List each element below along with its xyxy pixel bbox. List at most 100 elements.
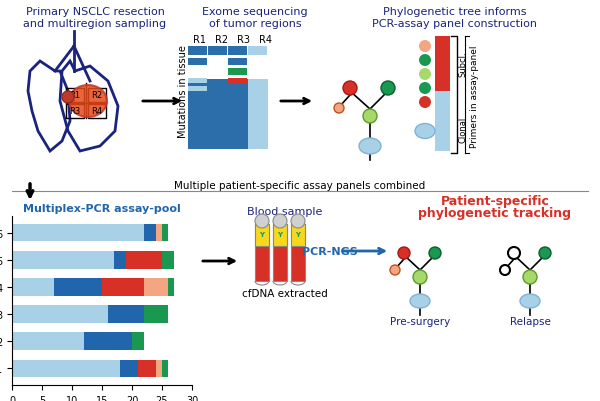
Text: Pre-surgery: Pre-surgery (390, 316, 450, 326)
Text: PCR-assay panel construction: PCR-assay panel construction (373, 19, 538, 29)
Ellipse shape (359, 139, 381, 155)
Circle shape (523, 270, 537, 284)
Bar (126, 251, 162, 269)
Circle shape (390, 265, 400, 275)
Circle shape (419, 97, 431, 109)
Bar (435, 92, 450, 152)
Bar (255, 225, 269, 281)
Bar (188, 87, 207, 92)
Bar (156, 224, 162, 242)
Text: Primers in assay-panel: Primers in assay-panel (470, 46, 479, 148)
Bar (188, 79, 207, 84)
Text: Blood sample: Blood sample (247, 207, 323, 217)
Text: Exome sequencing: Exome sequencing (202, 7, 308, 17)
Bar (435, 37, 450, 92)
Text: R3: R3 (238, 35, 251, 45)
Bar (144, 306, 168, 323)
Bar (156, 360, 162, 377)
Ellipse shape (410, 294, 430, 308)
Circle shape (363, 110, 377, 124)
Circle shape (334, 104, 344, 114)
Circle shape (398, 247, 410, 259)
Text: Y: Y (296, 231, 301, 237)
Text: Relapse: Relapse (509, 316, 550, 326)
Circle shape (343, 82, 357, 96)
Circle shape (429, 247, 441, 259)
Circle shape (273, 215, 287, 229)
Bar (273, 225, 287, 281)
Bar (228, 79, 247, 84)
Bar (248, 47, 267, 56)
Text: R4: R4 (260, 35, 272, 45)
Bar (138, 360, 156, 377)
Bar (12, 224, 144, 242)
Text: of tumor regions: of tumor regions (209, 19, 301, 29)
Bar (162, 251, 174, 269)
Text: cfDNA extracted: cfDNA extracted (242, 288, 328, 298)
Bar (144, 278, 168, 296)
Bar (228, 47, 247, 56)
Bar (162, 360, 168, 377)
Bar (12, 306, 108, 323)
Bar (188, 47, 207, 56)
Bar (188, 80, 248, 150)
Text: and multiregion sampling: and multiregion sampling (23, 19, 167, 29)
Text: PCR-NGS: PCR-NGS (302, 246, 358, 256)
Circle shape (291, 215, 305, 229)
Bar (228, 69, 247, 76)
Circle shape (419, 55, 431, 67)
Ellipse shape (69, 86, 107, 118)
Text: Patient-specific: Patient-specific (440, 195, 550, 208)
Text: R2: R2 (215, 35, 229, 45)
Ellipse shape (415, 124, 435, 139)
Title: Multiplex-PCR assay-pool: Multiplex-PCR assay-pool (23, 203, 181, 213)
Bar (228, 59, 247, 66)
Circle shape (539, 247, 551, 259)
Bar (12, 332, 84, 350)
Circle shape (419, 83, 431, 95)
Bar (12, 278, 54, 296)
Bar (84, 332, 132, 350)
Bar (120, 360, 138, 377)
Circle shape (381, 82, 395, 96)
Text: R2: R2 (91, 91, 103, 100)
Text: Subcl.: Subcl. (459, 51, 468, 77)
Text: Mutations in tissue: Mutations in tissue (178, 45, 188, 138)
Circle shape (413, 270, 427, 284)
Text: Clonal: Clonal (459, 117, 468, 143)
Bar (168, 278, 174, 296)
Text: Phylogenetic tree informs: Phylogenetic tree informs (383, 7, 527, 17)
Text: phylogenetic tracking: phylogenetic tracking (419, 207, 571, 220)
Text: R3: R3 (70, 107, 80, 116)
Text: R1: R1 (70, 91, 80, 100)
Circle shape (419, 41, 431, 53)
Circle shape (255, 215, 269, 229)
Bar (291, 225, 305, 246)
Circle shape (500, 265, 510, 275)
Bar (188, 59, 207, 66)
Bar (208, 47, 227, 56)
Circle shape (508, 247, 520, 259)
Text: Primary NSCLC resection: Primary NSCLC resection (26, 7, 164, 17)
Bar (248, 80, 268, 150)
Bar (255, 225, 269, 246)
Bar (102, 278, 144, 296)
Text: R1: R1 (193, 35, 206, 45)
Circle shape (419, 69, 431, 81)
Bar (108, 306, 144, 323)
Bar (114, 251, 126, 269)
Bar (132, 332, 144, 350)
Bar (291, 225, 305, 281)
Bar (162, 224, 168, 242)
Bar (12, 360, 120, 377)
Text: Y: Y (260, 231, 265, 237)
Bar (273, 225, 287, 246)
Text: Y: Y (277, 231, 283, 237)
Circle shape (62, 92, 74, 104)
Bar (144, 224, 156, 242)
Bar (54, 278, 102, 296)
Text: Multiple patient-specific assay panels combined: Multiple patient-specific assay panels c… (175, 180, 425, 190)
Bar (12, 251, 114, 269)
Text: R4: R4 (91, 107, 103, 116)
Ellipse shape (520, 294, 540, 308)
